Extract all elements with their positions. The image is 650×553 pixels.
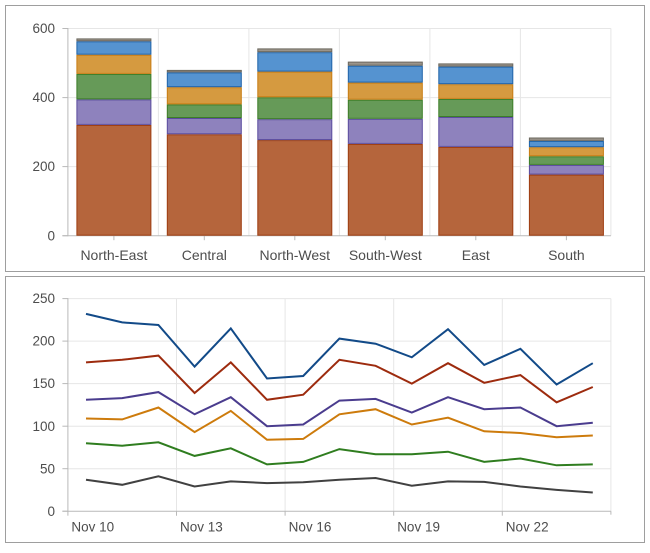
svg-text:0: 0 xyxy=(47,504,55,519)
svg-text:600: 600 xyxy=(32,21,55,36)
svg-text:Nov 16: Nov 16 xyxy=(289,519,332,534)
svg-text:South: South xyxy=(548,247,585,263)
svg-text:East: East xyxy=(462,247,490,263)
svg-text:Central: Central xyxy=(182,247,227,263)
svg-text:South-West: South-West xyxy=(349,247,422,263)
svg-text:400: 400 xyxy=(32,90,55,105)
svg-text:North-East: North-East xyxy=(80,247,147,263)
svg-text:200: 200 xyxy=(32,334,55,349)
svg-text:Nov 10: Nov 10 xyxy=(71,519,114,534)
svg-text:Nov 22: Nov 22 xyxy=(506,519,549,534)
svg-text:250: 250 xyxy=(32,291,55,306)
svg-text:0: 0 xyxy=(47,228,55,243)
svg-text:150: 150 xyxy=(32,376,55,391)
svg-text:50: 50 xyxy=(40,461,55,476)
svg-text:North-West: North-West xyxy=(260,247,331,263)
svg-text:Nov 19: Nov 19 xyxy=(397,519,440,534)
svg-text:200: 200 xyxy=(32,159,55,174)
svg-text:Nov 13: Nov 13 xyxy=(180,519,223,534)
svg-text:100: 100 xyxy=(32,419,55,434)
